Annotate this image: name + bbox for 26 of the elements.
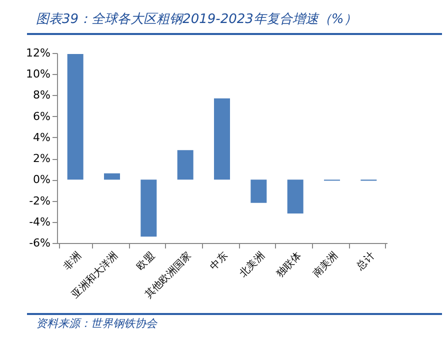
x-tick-label: 南美洲 xyxy=(310,250,340,280)
y-tick-label: 4% xyxy=(33,130,50,144)
bar xyxy=(214,98,230,180)
y-tick-label: -6% xyxy=(29,236,50,250)
bar xyxy=(67,54,84,180)
y-tick-label: -4% xyxy=(29,215,50,228)
bar xyxy=(140,180,157,237)
y-tick-label: 10% xyxy=(26,68,50,81)
x-tick-label: 总计 xyxy=(354,250,377,274)
y-tick-label: 2% xyxy=(33,152,50,166)
bar xyxy=(104,173,120,180)
y-tick-label: 0% xyxy=(33,173,50,186)
y-tick-label: -2% xyxy=(29,194,50,208)
bar xyxy=(250,180,267,203)
y-tick-label: 12% xyxy=(26,46,50,60)
bar xyxy=(177,150,194,180)
text: 资料来源：世界钢铁协会 xyxy=(36,316,157,331)
y-tick-label: 8% xyxy=(33,88,50,102)
bar xyxy=(287,180,304,214)
y-tick-label: 6% xyxy=(33,110,50,123)
x-tick-label: 北美洲 xyxy=(237,250,267,280)
x-tick-label: 独联体 xyxy=(274,250,304,280)
x-tick-label: 欧盟 xyxy=(134,250,157,272)
x-tick-label: 中东 xyxy=(208,250,230,272)
chart-title: 图表39：全球各大区粗钢2019-2023年复合增速（%） xyxy=(36,11,357,28)
x-tick-label: 非洲 xyxy=(60,250,84,272)
